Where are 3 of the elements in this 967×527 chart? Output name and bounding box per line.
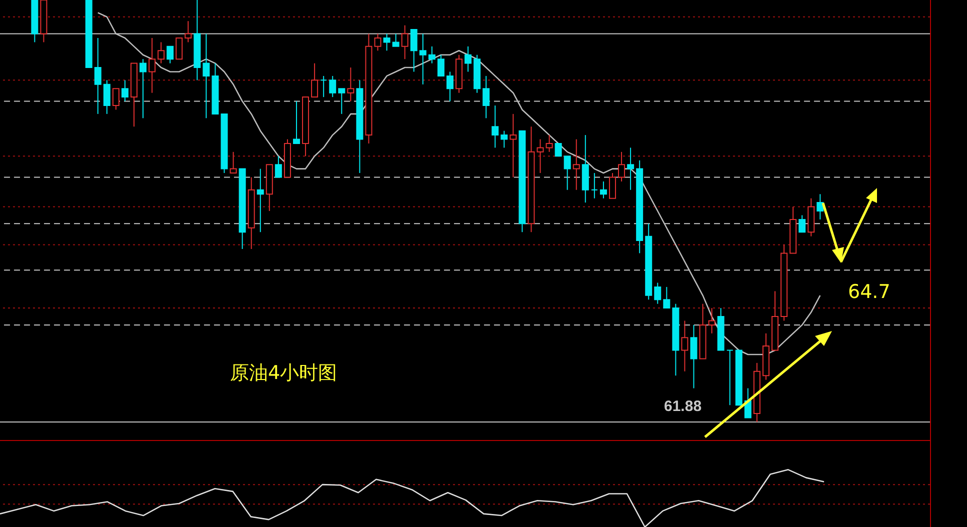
annotation: 61.88	[664, 398, 702, 415]
annotation: 原油4小时图	[230, 361, 338, 386]
text: 64.7	[848, 281, 890, 303]
